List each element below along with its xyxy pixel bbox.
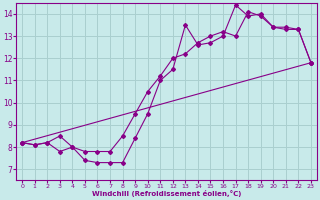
X-axis label: Windchill (Refroidissement éolien,°C): Windchill (Refroidissement éolien,°C): [92, 190, 241, 197]
